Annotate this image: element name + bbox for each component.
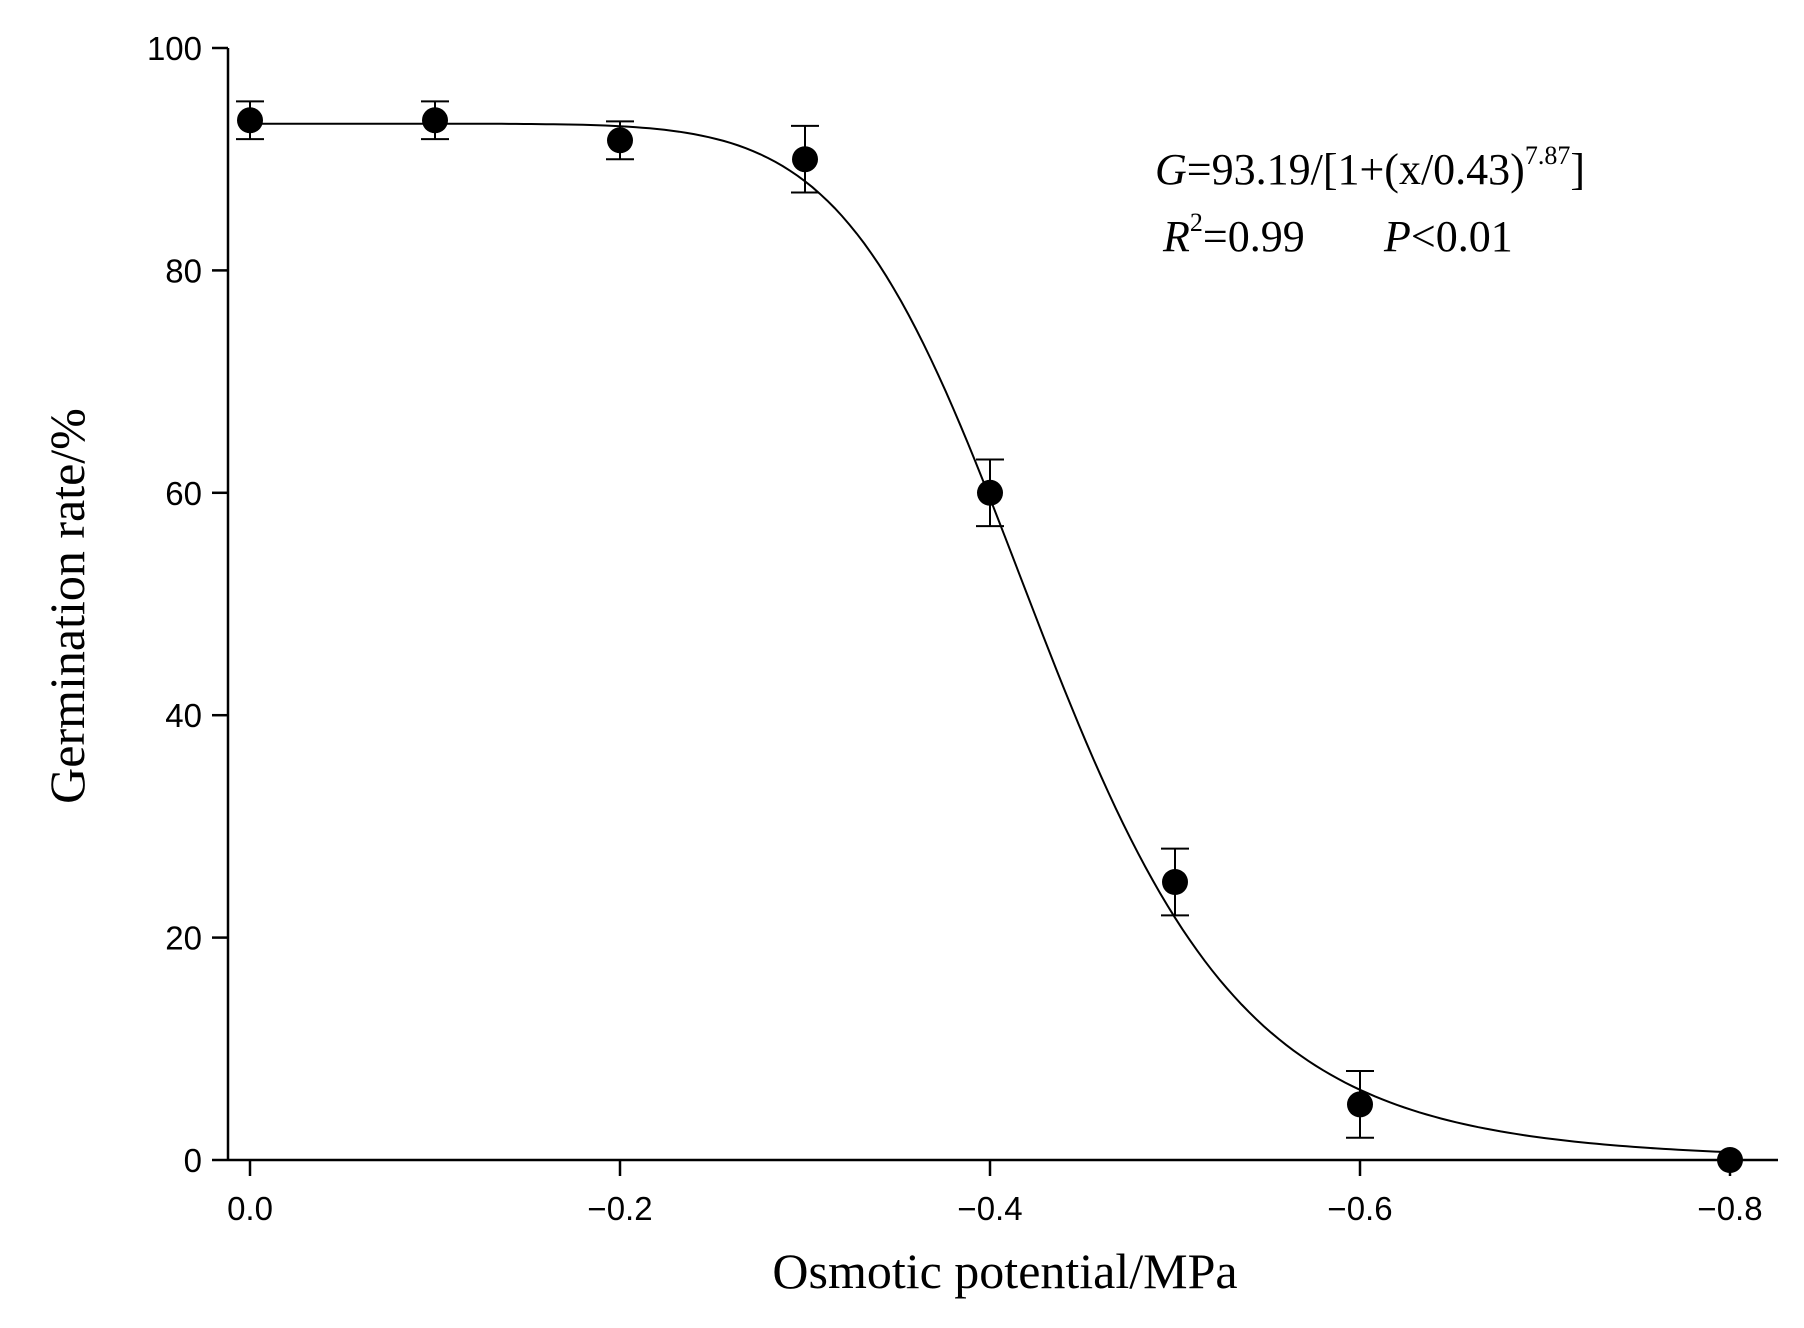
y-tick-label: 100 bbox=[147, 30, 202, 67]
y-axis-title: Germination rate/% bbox=[39, 408, 95, 804]
r-squared-var: R bbox=[1162, 212, 1190, 261]
equation-exponent: 7.87 bbox=[1525, 141, 1571, 170]
r-squared-value: =0.99 bbox=[1203, 212, 1305, 261]
r-squared-sup: 2 bbox=[1190, 208, 1203, 237]
p-value: <0.01 bbox=[1411, 212, 1513, 261]
data-point bbox=[1347, 1091, 1373, 1118]
y-tick-label: 40 bbox=[165, 697, 202, 734]
equation-body: =93.19/[1+(x/0.43) bbox=[1187, 145, 1525, 194]
y-tick-label: 20 bbox=[165, 920, 202, 957]
x-axis-title: Osmotic potential/MPa bbox=[772, 1243, 1237, 1299]
fit-equation: G=93.19/[1+(x/0.43)7.87] bbox=[1155, 141, 1585, 194]
equation-var-g: G bbox=[1155, 145, 1187, 194]
x-tick-label: −0.8 bbox=[1697, 1190, 1762, 1227]
x-tick-label: −0.2 bbox=[587, 1190, 652, 1227]
data-point bbox=[1162, 869, 1188, 895]
fit-curve-group bbox=[250, 122, 1731, 1154]
data-point bbox=[237, 107, 263, 134]
p-var: P bbox=[1383, 212, 1411, 261]
data-point bbox=[977, 479, 1003, 506]
fit-statistics: R2=0.99 P<0.01 bbox=[1162, 208, 1513, 261]
data-points bbox=[237, 107, 1743, 1173]
fit-curve bbox=[250, 122, 1731, 1154]
data-point bbox=[422, 107, 448, 134]
x-tick-label: −0.4 bbox=[957, 1190, 1022, 1227]
y-tick-label: 0 bbox=[184, 1142, 202, 1179]
y-tick-label: 60 bbox=[165, 475, 202, 512]
x-tick-label: −0.6 bbox=[1327, 1190, 1392, 1227]
axes: 0 20 40 60 80 100 0.0 −0.2 −0.4 −0.6 −0.8 bbox=[147, 30, 1778, 1227]
y-tick-label: 80 bbox=[165, 252, 202, 289]
data-point bbox=[792, 146, 818, 173]
data-point bbox=[607, 127, 633, 154]
data-point bbox=[1717, 1147, 1743, 1173]
equation-end: ] bbox=[1570, 145, 1585, 194]
x-tick-label: 0.0 bbox=[227, 1190, 273, 1227]
